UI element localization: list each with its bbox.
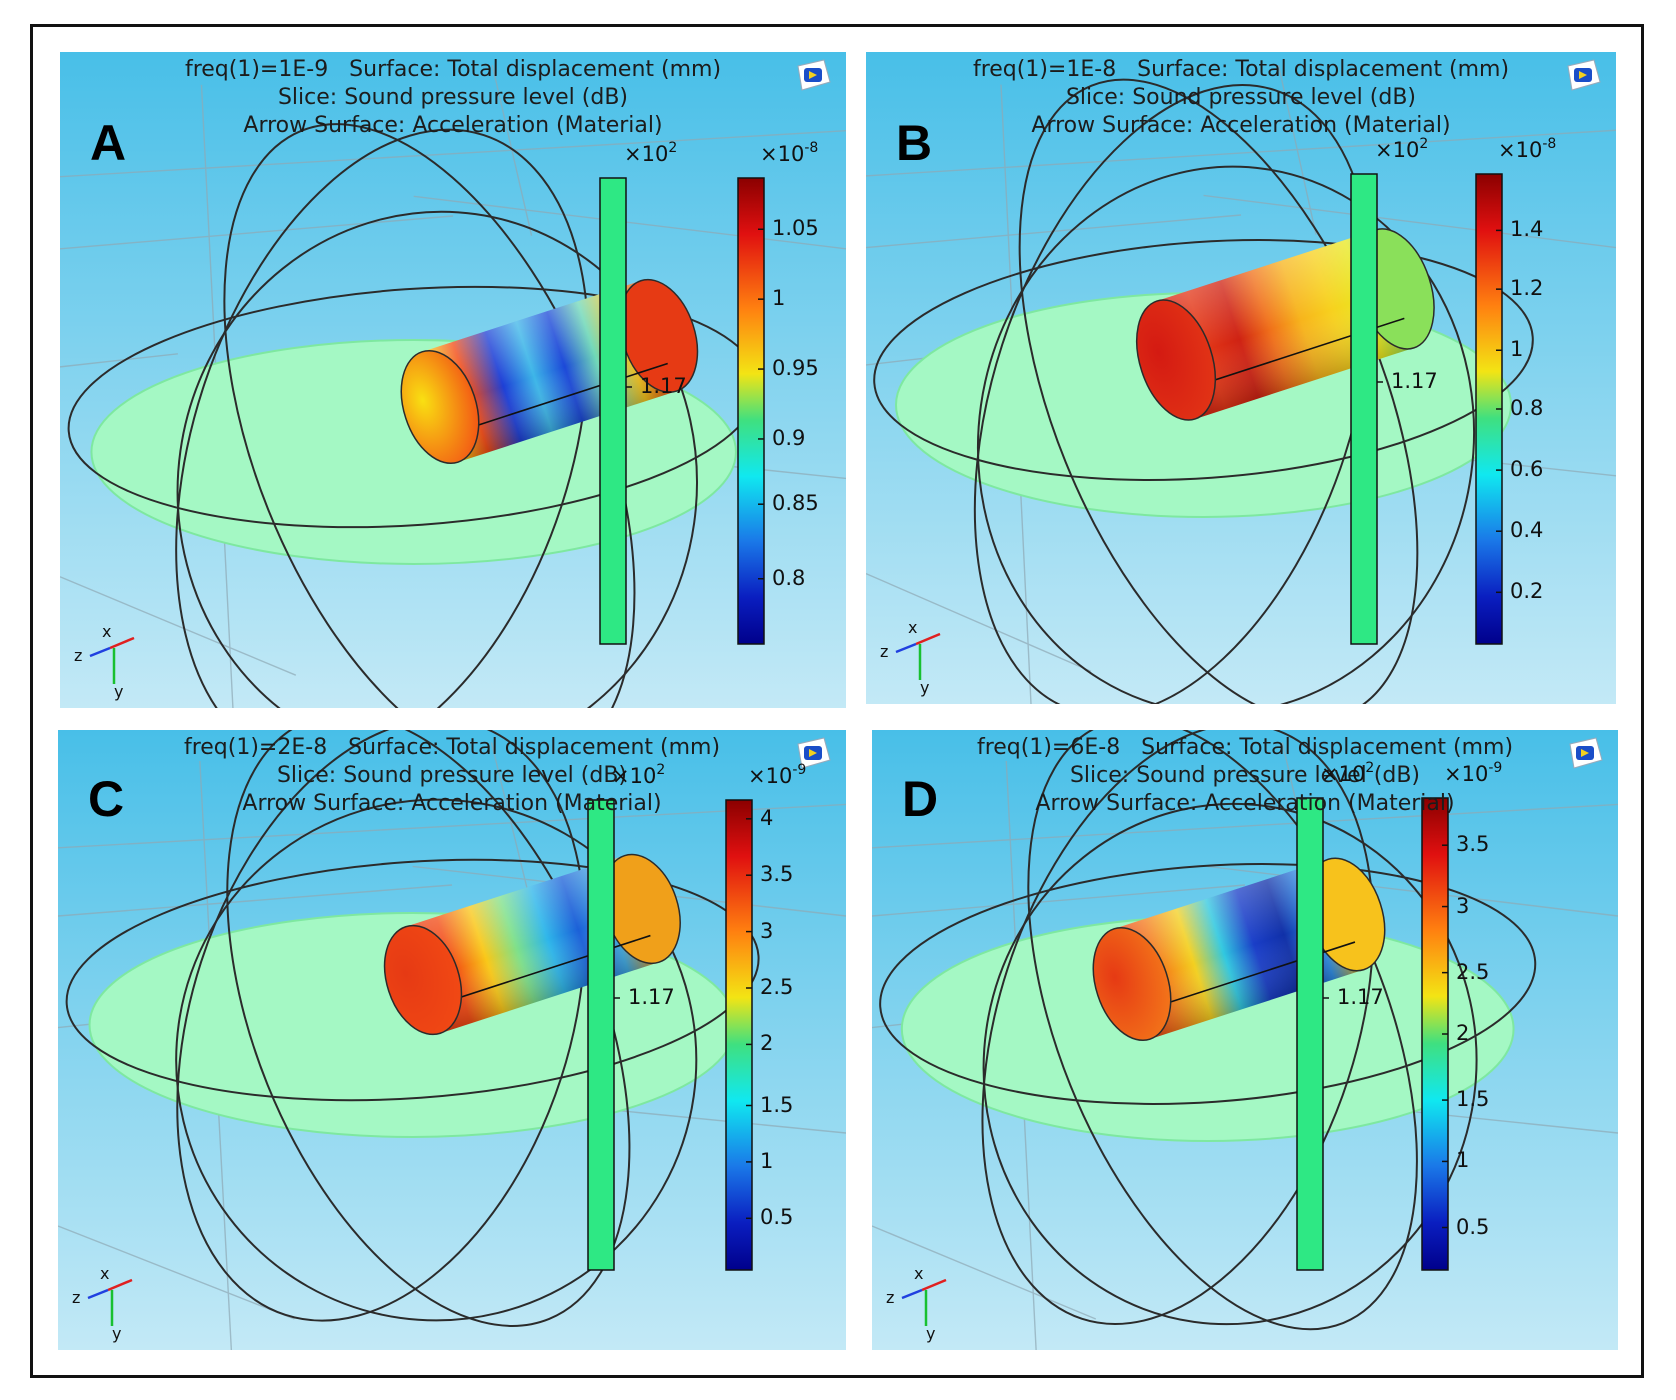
slice-color-bar <box>599 177 627 645</box>
multiplier-base: ×10 <box>1321 762 1366 786</box>
color-bar-tick-label: 0.5 <box>1456 1214 1490 1239</box>
axis-label-z: z <box>886 1288 895 1307</box>
color-bar-tick-label: 1 <box>760 1148 774 1173</box>
color-bar-tick-label: 1 <box>772 286 786 311</box>
axis-label-y: y <box>112 1324 122 1343</box>
surface-color-bar <box>737 177 765 645</box>
color-bar-tick-label: 0.4 <box>1510 518 1544 543</box>
color-bar-tick-label: 1.2 <box>1510 276 1544 301</box>
surface-color-bar <box>725 799 753 1271</box>
slice-color-bar <box>1296 797 1324 1271</box>
multiplier-exponent: -8 <box>1542 136 1557 152</box>
axis-label-x: x <box>914 1264 924 1283</box>
comsol-logo-icon[interactable] <box>1566 736 1604 770</box>
panel-letter: D <box>902 771 939 827</box>
color-bar-tick-label: 1.5 <box>760 1092 794 1117</box>
panel-b: 1.4 1.2 1 0.8 0.6 0.4 0.2 freq(1)=1E-8 Surface:… <box>866 52 1616 704</box>
color-bar-tick-label: 1.4 <box>1510 217 1544 242</box>
multiplier-exponent: -9 <box>792 762 807 778</box>
color-bar-tick-label: 2.5 <box>1456 959 1490 984</box>
color-bar-tick-label: 1.5 <box>1456 1087 1490 1112</box>
multiplier-exponent: 2 <box>668 140 678 156</box>
slice-color-bar <box>587 799 615 1271</box>
color-bar-tick-label: 0.5 <box>760 1205 794 1230</box>
axis-triad <box>895 632 941 680</box>
surface-multiplier: ×10-9 <box>748 762 806 788</box>
color-bar-tick-label: 3.5 <box>1456 832 1490 857</box>
slice-value-label: 1.17 <box>1337 985 1384 1009</box>
axis-label-y: y <box>920 678 930 697</box>
color-bar-tick-label: 4 <box>760 805 774 830</box>
multiplier-exponent: -9 <box>1488 760 1503 776</box>
color-bar-tick-label: 3 <box>1456 893 1470 918</box>
multiplier-base: ×10 <box>612 764 657 788</box>
color-bar-tick-label: 0.95 <box>772 356 819 381</box>
axis-label-x: x <box>100 1264 110 1283</box>
color-bar-tick-label: 0.8 <box>1510 396 1544 420</box>
panel-plot <box>872 730 1618 1350</box>
color-bar-tick-label: 0.85 <box>772 491 819 516</box>
color-bar-tick-label: 2 <box>760 1031 774 1056</box>
comsol-logo-icon[interactable] <box>794 58 832 92</box>
color-bar-tick-label: 2 <box>1456 1021 1470 1045</box>
slice-multiplier: ×102 <box>1321 760 1374 786</box>
slice-value-label: 1.17 <box>640 374 687 398</box>
panel-d: 3.5 3 2.5 2 1.5 1 0.5 freq(1)=6E-8 Surface: Tot… <box>872 730 1618 1350</box>
axis-label-x: x <box>908 618 918 637</box>
panel-letter: B <box>896 115 933 171</box>
color-bar-tick-label: 1.05 <box>772 216 819 241</box>
slice-multiplier: ×102 <box>624 140 677 166</box>
color-bar-tick-label: 0.9 <box>772 425 806 450</box>
comsol-logo-icon[interactable] <box>794 736 832 770</box>
panel-letter: A <box>90 115 127 171</box>
panel-plot <box>58 730 846 1350</box>
figure-frame <box>30 24 1644 1378</box>
axis-triad <box>89 636 135 684</box>
multiplier-exponent: 2 <box>1365 760 1375 776</box>
panel-letter: C <box>88 771 125 827</box>
axis-label-z: z <box>74 646 83 665</box>
multiplier-exponent: -8 <box>804 140 819 156</box>
surface-multiplier: ×10-8 <box>1498 136 1556 162</box>
slice-multiplier: ×102 <box>612 762 665 788</box>
axis-label-z: z <box>880 642 889 661</box>
slice-value-label: 1.17 <box>628 985 675 1009</box>
color-bar-tick-label: 3 <box>760 918 774 943</box>
panel-plot <box>866 52 1616 704</box>
axis-label-y: y <box>114 682 124 701</box>
panel-c: 4 3.5 3 2.5 2 1.5 1 0.5 freq(1)=2E-8 Surface: To… <box>58 730 846 1350</box>
multiplier-exponent: 2 <box>1419 136 1429 152</box>
axis-triad <box>901 1278 947 1326</box>
surface-multiplier: ×10-9 <box>1444 760 1502 786</box>
multiplier-base: ×10 <box>748 764 793 788</box>
color-bar-tick-label: 1 <box>1510 337 1524 362</box>
multiplier-base: ×10 <box>1375 138 1420 162</box>
slice-multiplier: ×102 <box>1375 136 1428 162</box>
color-bar-tick-label: 0.6 <box>1510 457 1544 482</box>
panel-a: 1.05 1 0.95 0.9 0.85 0.8 freq(1)=1E-9 Surface:… <box>60 52 846 708</box>
multiplier-base: ×10 <box>624 142 669 166</box>
multiplier-base: ×10 <box>1498 138 1543 162</box>
slice-color-bar <box>1350 173 1378 645</box>
multiplier-base: ×10 <box>760 142 805 166</box>
comsol-logo-icon[interactable] <box>1564 58 1602 92</box>
panel-plot <box>60 52 846 708</box>
axis-triad <box>87 1278 133 1326</box>
color-bar-tick-label: 0.8 <box>772 565 806 590</box>
multiplier-exponent: 2 <box>656 762 666 778</box>
axis-label-x: x <box>102 622 112 641</box>
axis-label-y: y <box>926 1324 936 1343</box>
color-bar-tick-label: 2.5 <box>760 975 794 999</box>
multiplier-base: ×10 <box>1444 762 1489 786</box>
axis-label-z: z <box>72 1288 81 1307</box>
surface-multiplier: ×10-8 <box>760 140 818 166</box>
color-bar-tick-label: 0.2 <box>1510 579 1544 604</box>
slice-value-label: 1.17 <box>1391 369 1438 393</box>
color-bar-tick-label: 3.5 <box>760 862 794 887</box>
color-bar-tick-label: 1 <box>1456 1148 1470 1173</box>
